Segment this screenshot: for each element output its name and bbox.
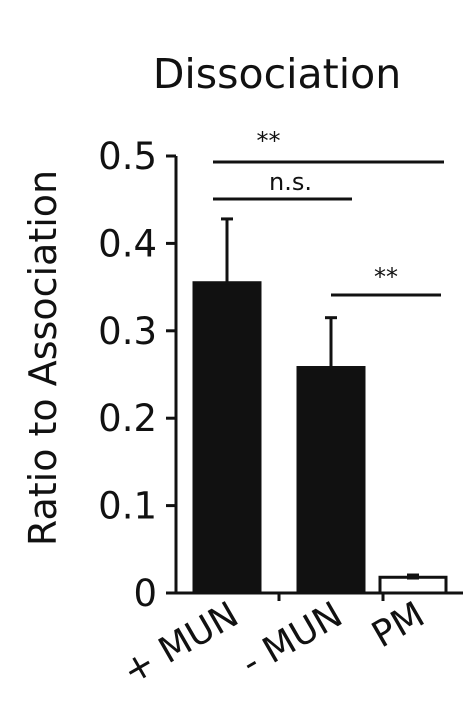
error-bar-marker bbox=[407, 573, 419, 580]
bar bbox=[192, 281, 262, 595]
y-tick-label: 0.5 bbox=[98, 135, 157, 178]
significance-label: ** bbox=[374, 263, 398, 291]
y-axis-label: Ratio to Association bbox=[21, 170, 65, 546]
x-tick-label: PM bbox=[365, 594, 431, 656]
chart-title: Dissociation bbox=[153, 50, 401, 98]
y-tick-label: 0.3 bbox=[98, 310, 157, 353]
bar bbox=[378, 575, 448, 595]
y-tick-label: 0.2 bbox=[98, 397, 157, 440]
bar bbox=[296, 366, 366, 595]
significance-label: n.s. bbox=[269, 168, 312, 196]
y-tick-label: 0 bbox=[133, 572, 157, 615]
x-tick-label: - MUN bbox=[235, 594, 350, 684]
y-tick-label: 0.4 bbox=[98, 222, 157, 265]
significance-label: ** bbox=[257, 127, 281, 155]
y-tick-label: 0.1 bbox=[98, 485, 157, 528]
